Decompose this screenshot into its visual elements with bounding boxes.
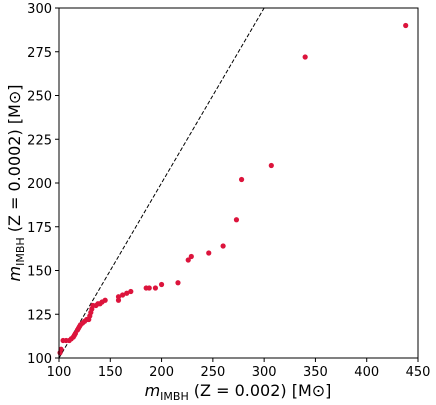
point xyxy=(403,22,409,29)
x-label-subscript: IMBH xyxy=(160,390,189,403)
y-label-rest: (Z = 0.0002) [M⊙] xyxy=(5,84,24,237)
point xyxy=(119,292,126,298)
point xyxy=(233,217,240,223)
point xyxy=(60,337,66,344)
x-tick-label: 250 xyxy=(200,365,225,380)
point xyxy=(115,297,122,303)
y-tick-label: 175 xyxy=(27,221,52,236)
y-tick-label: 275 xyxy=(27,46,52,61)
y-axis-label: mIMBH (Z = 0.0002) [M⊙] xyxy=(5,84,27,281)
point xyxy=(158,281,165,288)
x-tick-label: 350 xyxy=(303,365,328,380)
x-tick-label: 150 xyxy=(98,365,123,380)
point xyxy=(302,54,308,60)
x-tick-label: 450 xyxy=(406,365,431,380)
y-tick-label: 250 xyxy=(27,90,52,105)
y-tick-label: 150 xyxy=(27,265,52,280)
x-label-rest: (Z = 0.002) [M⊙] xyxy=(189,381,332,400)
y-label-symbol: m xyxy=(5,266,24,282)
y-label-subscript: IMBH xyxy=(14,237,27,266)
y-tick-label: 100 xyxy=(27,352,52,367)
point xyxy=(185,257,191,263)
plot-frame xyxy=(58,7,419,359)
point xyxy=(175,280,181,286)
x-tick-label: 400 xyxy=(354,365,379,380)
point xyxy=(268,162,274,169)
y-tick-label: 125 xyxy=(27,308,52,323)
point xyxy=(143,285,149,291)
point xyxy=(220,243,226,249)
point xyxy=(128,288,134,295)
x-label-symbol: m xyxy=(145,381,161,400)
y-tick-label: 200 xyxy=(27,177,52,192)
y-tick-label: 300 xyxy=(27,2,52,17)
y-tick-label: 225 xyxy=(27,133,52,148)
x-axis-label: mIMBH (Z = 0.002) [M⊙] xyxy=(145,381,332,403)
point xyxy=(152,285,159,291)
point xyxy=(206,250,212,256)
point xyxy=(238,176,245,183)
point xyxy=(188,253,194,260)
x-tick-label: 300 xyxy=(252,365,277,380)
x-tick-label: 200 xyxy=(149,365,174,380)
point xyxy=(124,290,130,296)
reference-line xyxy=(59,8,265,358)
point xyxy=(57,350,63,356)
x-tick-label: 100 xyxy=(47,365,72,380)
